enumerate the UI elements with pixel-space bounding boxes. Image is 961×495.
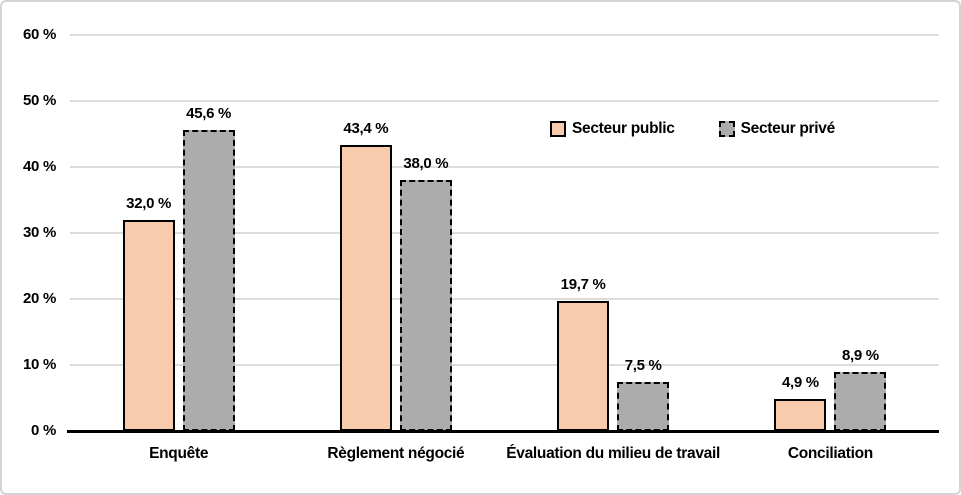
gridline-10 bbox=[70, 364, 939, 366]
bar-value-label: 7,5 % bbox=[624, 356, 662, 374]
legend-label: Secteur privé bbox=[740, 120, 836, 137]
legend-swatch-icon bbox=[718, 121, 735, 137]
gridline-50 bbox=[70, 100, 939, 102]
legend-item-public: Secteur public bbox=[550, 120, 675, 138]
plot-area: 32,0 % 45,6 % 43,4 % 38,0 % 19,7 % 7,5 % 4,9 %… bbox=[70, 34, 939, 431]
x-category-label: Conciliation bbox=[787, 445, 873, 462]
y-tick-label: 50 % bbox=[23, 92, 56, 109]
y-tick-label: 30 % bbox=[23, 224, 56, 241]
gridline-60 bbox=[70, 34, 939, 36]
y-tick-label: 20 % bbox=[23, 290, 56, 307]
bar-public-2 bbox=[557, 300, 610, 431]
bar-value-label: 38,0 % bbox=[403, 155, 449, 173]
bar-value-label: 43,4 % bbox=[343, 119, 389, 137]
legend-item-prive: Secteur privé bbox=[718, 120, 836, 138]
x-category-label: Évaluation du milieu de travail bbox=[506, 445, 721, 462]
bar-public-0 bbox=[122, 219, 175, 431]
bar-value-label: 45,6 % bbox=[186, 105, 232, 123]
bar-value-label: 19,7 % bbox=[560, 275, 606, 293]
gridline-30 bbox=[70, 232, 939, 234]
legend-swatch-icon bbox=[550, 121, 566, 137]
bar-public-3 bbox=[774, 398, 827, 431]
y-tick-label: 10 % bbox=[23, 356, 56, 373]
bar-prive-0 bbox=[182, 130, 235, 431]
bar-value-label: 4,9 % bbox=[781, 373, 819, 391]
y-tick-label: 0 % bbox=[31, 422, 56, 439]
y-tick-label: 40 % bbox=[23, 158, 56, 175]
bar-value-label: 32,0 % bbox=[126, 194, 172, 212]
bar-prive-1 bbox=[399, 180, 452, 431]
y-tick-label: 60 % bbox=[23, 26, 56, 43]
bar-prive-3 bbox=[834, 372, 887, 431]
legend: Secteur public Secteur privé bbox=[550, 120, 835, 138]
bar-value-label: 8,9 % bbox=[841, 347, 879, 365]
legend-label: Secteur public bbox=[572, 120, 675, 137]
bar-public-1 bbox=[339, 144, 392, 431]
gridline-20 bbox=[70, 298, 939, 300]
x-category-label: Règlement négocié bbox=[327, 445, 465, 462]
x-axis-line bbox=[67, 430, 939, 433]
gridline-40 bbox=[70, 166, 939, 168]
bar-prive-2 bbox=[617, 381, 670, 431]
x-category-label: Enquête bbox=[149, 445, 209, 462]
